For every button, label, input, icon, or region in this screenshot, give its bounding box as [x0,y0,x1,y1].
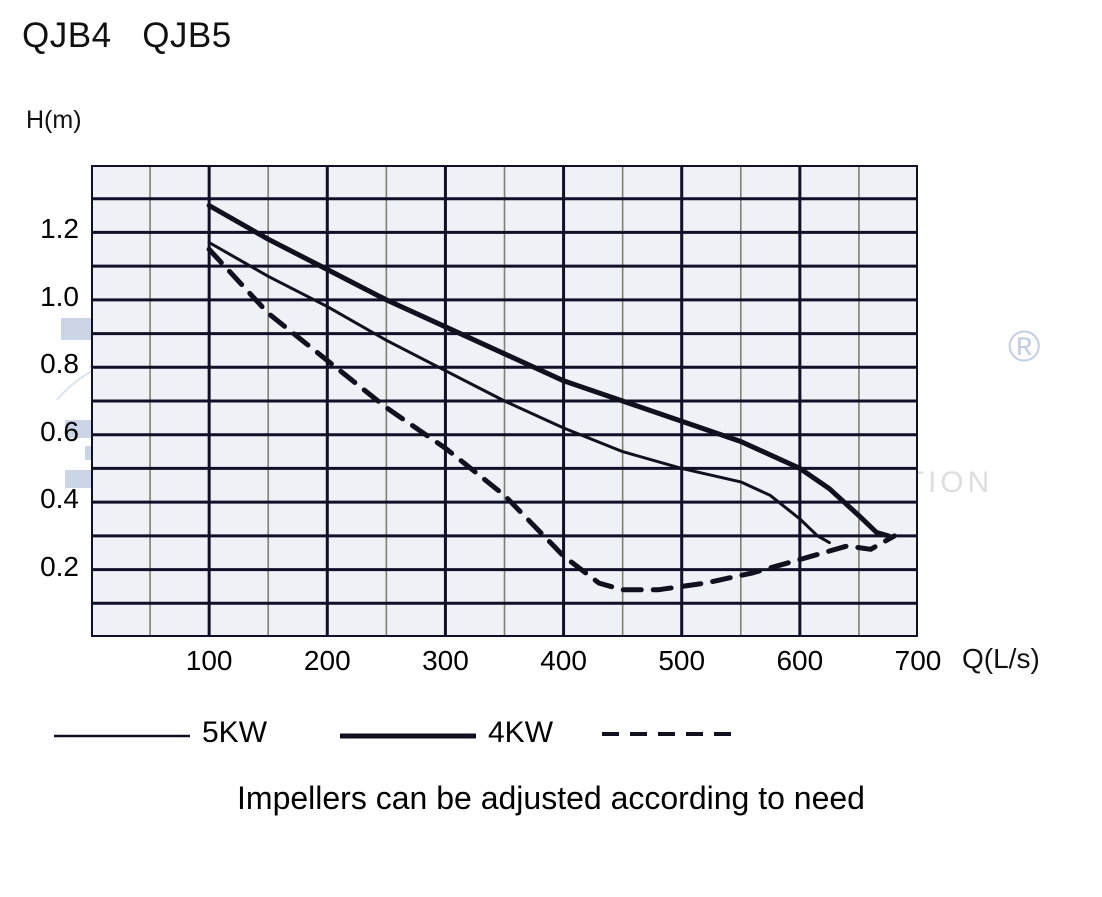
performance-curves-svg [91,165,918,637]
x-tick-300: 300 [422,645,469,676]
legend-item-dashed[interactable] [600,716,740,756]
legend-label-4kw: 4KW [488,716,554,749]
legend-swatch-solid-thin [54,734,190,738]
y-tick-1.2: 1.2 [40,213,79,245]
legend-swatch-solid-thick [340,733,476,739]
legend-swatch-dashed [602,732,738,736]
registered-trademark-icon: ® [1008,322,1041,371]
legend: 5KW 4KW [0,716,1102,762]
x-tick-200: 200 [303,645,351,676]
x-tick-700: 700 [894,645,942,676]
curve-group [206,203,897,593]
x-axis-title: Q(L/s) [962,643,1040,674]
page-title: QJB4 QJB5 [22,16,232,55]
y-tick-0.8: 0.8 [40,348,79,380]
plot-area [91,165,918,637]
curve-5kw [207,241,831,545]
plot-border [91,165,918,637]
y-axis-title: H(m) [26,106,82,134]
caption-text: Impellers can be adjusted according to n… [237,780,865,816]
x-tick-400: 400 [540,645,587,676]
legend-item-4kw[interactable]: 4KW [338,716,553,756]
legend-label-5kw: 5KW [202,716,268,749]
y-tick-0.6: 0.6 [40,415,79,447]
y-tick-0.4: 0.4 [40,483,79,515]
x-tick-100: 100 [185,645,233,676]
legend-item-5kw[interactable]: 5KW [52,716,267,756]
x-tick-600: 600 [776,645,824,676]
curve-dashed-2 [206,246,897,593]
x-tick-500: 500 [658,645,706,676]
curve-4kw [206,203,891,539]
y-tick-0.2: 0.2 [40,550,79,582]
y-tick-1.0: 1.0 [40,280,79,312]
